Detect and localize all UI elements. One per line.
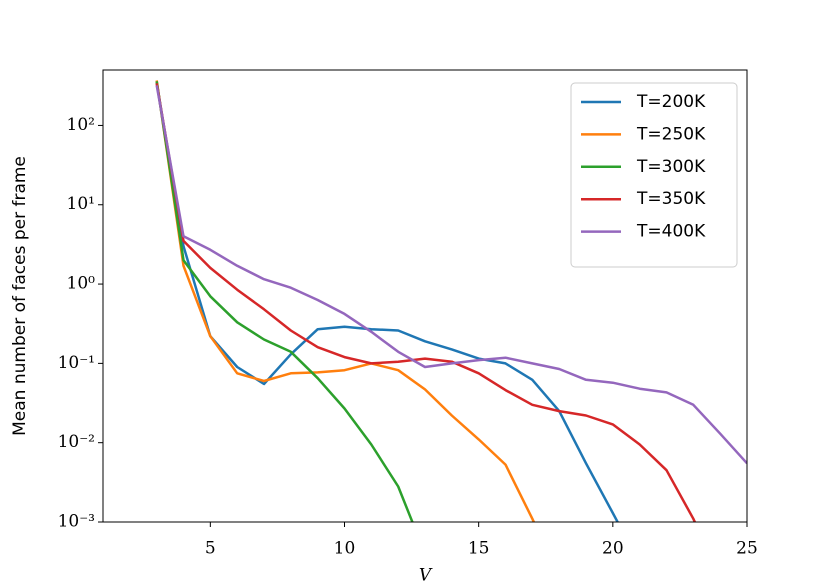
legend-label: T=200K: [636, 92, 706, 112]
x-tick-label: 5: [205, 539, 216, 559]
series-line: [155, 82, 620, 522]
x-tick-label: 25: [736, 539, 758, 559]
legend-box: [570, 82, 738, 268]
y-tick-label: 10¹: [67, 194, 95, 214]
y-tick-label: 10⁻¹: [58, 353, 95, 373]
series-line: [155, 81, 414, 522]
y-tick-label: 10⁰: [67, 274, 96, 294]
plot-area: [155, 80, 747, 522]
x-tick-label: 20: [602, 539, 624, 559]
series-line: [155, 85, 747, 465]
series-line: [155, 83, 697, 522]
plot-frame: [102, 69, 748, 523]
legend-label: T=300K: [636, 157, 706, 177]
y-tick-label: 10⁻²: [58, 432, 95, 452]
series-line: [155, 80, 536, 522]
legend-label: T=250K: [636, 124, 706, 144]
legend-label: T=400K: [636, 222, 706, 242]
x-tick-label: 15: [468, 539, 490, 559]
y-tick-label: 10²: [67, 115, 95, 135]
x-axis-label: V: [419, 566, 433, 586]
x-tick-label: 10: [334, 539, 356, 559]
legend-label: T=350K: [636, 189, 706, 209]
y-tick-label: 10⁻³: [58, 512, 95, 532]
y-axis-label: Mean number of faces per frame: [10, 156, 30, 436]
